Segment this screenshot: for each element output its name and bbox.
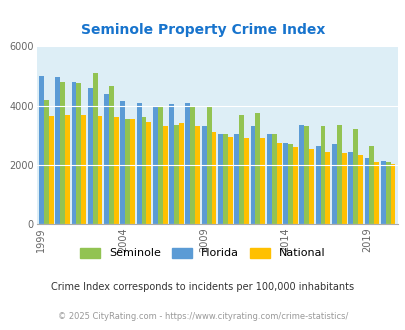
Bar xyxy=(81,115,86,224)
Bar xyxy=(76,83,81,224)
Bar xyxy=(141,117,146,224)
Bar xyxy=(380,160,385,224)
Bar xyxy=(325,152,330,224)
Bar xyxy=(315,146,320,224)
Bar xyxy=(341,153,346,224)
Bar xyxy=(49,116,53,224)
Bar xyxy=(136,103,141,224)
Bar xyxy=(227,137,232,224)
Bar xyxy=(292,147,297,224)
Bar xyxy=(357,154,362,224)
Bar xyxy=(390,163,394,224)
Bar xyxy=(385,162,390,224)
Bar xyxy=(260,138,264,224)
Bar xyxy=(266,134,271,224)
Bar xyxy=(190,107,195,224)
Bar xyxy=(239,115,243,224)
Bar xyxy=(125,119,130,224)
Bar xyxy=(250,126,255,224)
Bar xyxy=(87,88,92,224)
Bar xyxy=(179,123,183,224)
Bar xyxy=(234,134,239,224)
Bar xyxy=(120,101,125,224)
Bar xyxy=(303,126,309,224)
Bar xyxy=(44,100,49,224)
Bar xyxy=(153,106,158,224)
Bar xyxy=(243,138,248,224)
Bar xyxy=(60,82,65,224)
Bar xyxy=(113,117,118,224)
Legend: Seminole, Florida, National: Seminole, Florida, National xyxy=(76,243,329,263)
Bar xyxy=(195,126,200,224)
Bar xyxy=(109,86,113,224)
Bar xyxy=(364,157,369,224)
Bar xyxy=(255,113,260,224)
Text: Crime Index corresponds to incidents per 100,000 inhabitants: Crime Index corresponds to incidents per… xyxy=(51,282,354,292)
Bar xyxy=(185,103,190,224)
Bar xyxy=(222,134,227,224)
Bar xyxy=(309,148,313,224)
Bar xyxy=(217,134,222,224)
Text: Seminole Property Crime Index: Seminole Property Crime Index xyxy=(81,23,324,37)
Bar xyxy=(320,126,325,224)
Bar xyxy=(276,143,281,224)
Bar xyxy=(206,107,211,224)
Bar xyxy=(201,126,206,224)
Bar xyxy=(158,106,162,224)
Bar xyxy=(104,94,109,224)
Bar xyxy=(336,125,341,224)
Bar xyxy=(282,143,287,224)
Bar xyxy=(146,122,151,224)
Bar xyxy=(65,115,70,224)
Bar xyxy=(287,144,292,224)
Bar xyxy=(373,162,378,224)
Bar xyxy=(347,152,352,224)
Bar xyxy=(369,146,373,224)
Bar xyxy=(92,73,97,224)
Bar xyxy=(352,129,357,224)
Bar xyxy=(169,104,174,224)
Bar xyxy=(298,125,303,224)
Bar xyxy=(97,116,102,224)
Bar xyxy=(71,82,76,224)
Bar xyxy=(211,132,216,224)
Text: © 2025 CityRating.com - https://www.cityrating.com/crime-statistics/: © 2025 CityRating.com - https://www.city… xyxy=(58,312,347,321)
Bar xyxy=(331,144,336,224)
Bar xyxy=(39,76,44,224)
Bar xyxy=(130,119,135,224)
Bar xyxy=(162,126,167,224)
Bar xyxy=(271,134,276,224)
Bar xyxy=(55,77,60,224)
Bar xyxy=(174,125,179,224)
